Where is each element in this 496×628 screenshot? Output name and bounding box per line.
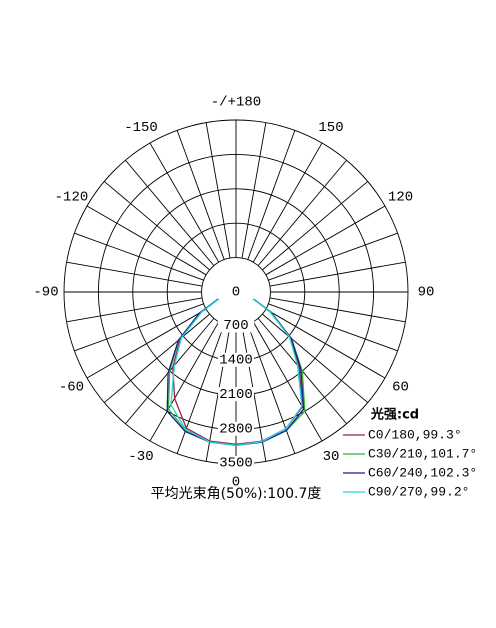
angle-tick-label: 60: [392, 380, 409, 396]
r-tick-label: 2100: [219, 387, 253, 403]
r-tick-label: 700: [223, 318, 248, 334]
angle-tick-label: -90: [33, 285, 58, 301]
legend-label: C60/240,102.3°: [368, 465, 477, 480]
r-tick-label: 1400: [219, 353, 253, 369]
legend-label: C90/270,99.2°: [368, 484, 469, 499]
legend-title: 光强:cd: [370, 407, 419, 423]
r-tick-label: 2800: [219, 421, 253, 437]
angle-tick-label: 30: [323, 449, 340, 465]
label-bg: [218, 318, 254, 333]
label-bg: [218, 352, 254, 367]
angle-tick-label: 0: [232, 475, 240, 491]
legend-label: C0/180,99.3°: [368, 427, 462, 442]
label-bg: [218, 285, 254, 299]
label-bg: [218, 387, 254, 402]
angle-tick-label: -60: [59, 380, 84, 396]
r-tick-label: 3500: [219, 456, 253, 472]
legend-label: C30/210,101.7°: [368, 446, 477, 461]
angle-tick-label: -/+180: [211, 95, 261, 111]
angle-tick-label: -150: [124, 120, 158, 136]
angle-tick-label: 120: [388, 190, 413, 206]
angle-tick-label: -120: [55, 190, 89, 206]
series-line: [170, 291, 303, 446]
label-bg: [218, 421, 254, 436]
angle-tick-label: 90: [418, 285, 435, 301]
angle-tick-label: 150: [318, 120, 343, 136]
angle-tick-label: -30: [128, 449, 153, 465]
label-bg: [218, 456, 254, 470]
r-tick-label: 0: [232, 285, 240, 301]
annotation: 平均光束角(50%):100.7度: [151, 486, 322, 502]
